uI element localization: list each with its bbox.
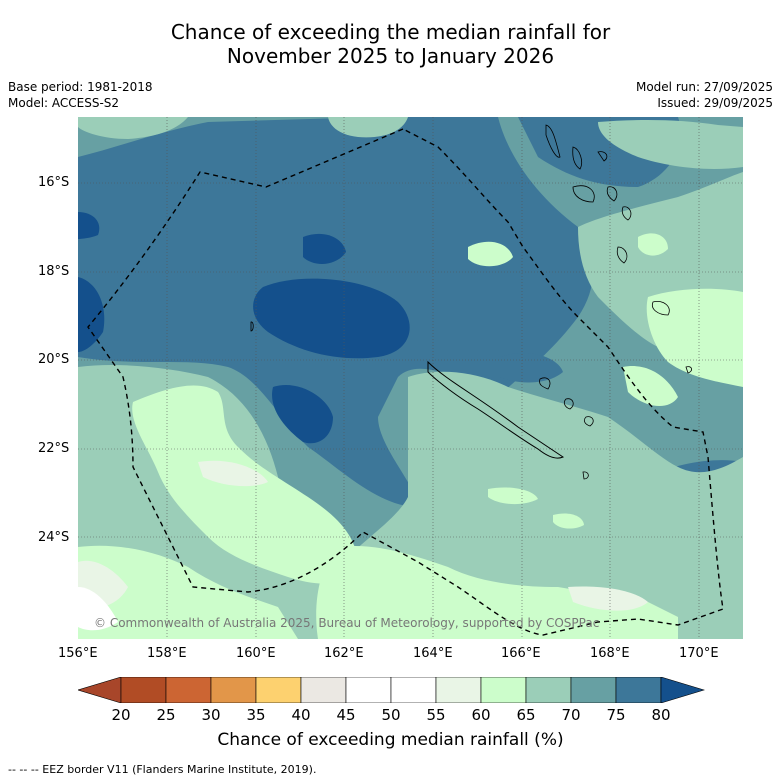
colorbar-cell-55-60 — [435, 677, 482, 703]
map-title-line1: Chance of exceeding the median rainfall … — [170, 20, 611, 44]
colorbar-cells — [120, 677, 662, 703]
colorbar-tick-20: 20 — [111, 706, 131, 724]
region-gt80-south — [272, 385, 333, 444]
colorbar-tick-30: 30 — [201, 706, 221, 724]
colorbar-label: Chance of exceeding median rainfall (%) — [217, 730, 564, 750]
small-island-b — [582, 471, 589, 480]
footnote: -- -- -- EEZ border V11 (Flanders Marine… — [8, 763, 317, 776]
region-60-65-s — [316, 546, 678, 639]
small-island-a — [685, 366, 692, 374]
small-island-c — [250, 321, 254, 332]
colorbar-cell-40-45 — [300, 677, 347, 703]
x-tick-160e: 160°E — [236, 646, 276, 661]
graticule — [78, 117, 743, 639]
colorbar-cell-35-40 — [255, 677, 302, 703]
colorbar-lt20 — [78, 677, 122, 703]
region-60-65-mid3 — [488, 487, 538, 505]
region-65-70-top — [78, 117, 188, 139]
colorbar-tick-50: 50 — [381, 706, 401, 724]
region-60-65-sw2 — [78, 545, 298, 639]
colorbar-cell-25-30 — [165, 677, 212, 703]
colorbar-cell-20-25 — [120, 677, 167, 703]
model-name: Model: ACCESS-S2 — [8, 96, 120, 110]
region-60-65-e2 — [623, 366, 678, 407]
colorbar-tick-40: 40 — [291, 706, 311, 724]
map-canvas: © Commonwealth of Australia 2025, Bureau… — [78, 117, 743, 639]
x-tick-162e: 162°E — [324, 646, 364, 661]
colorbar-cell-60-65 — [480, 677, 527, 703]
y-tick-24s: 24°S — [38, 530, 70, 545]
region-75-80-e — [500, 352, 563, 383]
colorbar-cell-45-50 — [345, 677, 392, 703]
colorbar-tick-70: 70 — [561, 706, 581, 724]
y-tick-16s: 16°S — [38, 175, 70, 190]
loyalty-islands — [539, 377, 594, 427]
y-tick-18s: 18°S — [38, 264, 70, 279]
rainfall-map: © Commonwealth of Australia 2025, Bureau… — [78, 117, 743, 639]
colorbar-tick-65: 65 — [516, 706, 536, 724]
y-tick-22s: 22°S — [38, 441, 70, 456]
colorbar-cell-75-80 — [615, 677, 662, 703]
region-gt80-north — [303, 233, 346, 264]
colorbar-cell-50-55 — [390, 677, 437, 703]
colorbar-tick-45: 45 — [336, 706, 356, 724]
new-caledonia-island — [427, 360, 565, 459]
region-60-65-e — [646, 288, 743, 387]
region-gt80-center — [253, 278, 410, 359]
region-65-70-tr — [598, 120, 743, 169]
colorbar-tick-35: 35 — [246, 706, 266, 724]
region-65-70-top2 — [328, 117, 408, 138]
x-tick-156e: 156°E — [58, 646, 98, 661]
map-title-line2: November 2025 to January 2026 — [226, 44, 555, 68]
colorbar-tick-60: 60 — [471, 706, 491, 724]
x-tick-164e: 164°E — [413, 646, 453, 661]
region-45-55-sw — [78, 587, 118, 631]
colorbar-gt80 — [660, 677, 705, 703]
x-tick-170e: 170°E — [679, 646, 719, 661]
copyright-text: © Commonwealth of Australia 2025, Bureau… — [94, 616, 599, 630]
colorbar-tick-25: 25 — [156, 706, 176, 724]
region-gt80-nw — [78, 212, 100, 239]
colorbar-cell-30-35 — [210, 677, 257, 703]
colorbar-cell-65-70 — [525, 677, 572, 703]
region-60-65-mid4 — [553, 513, 584, 529]
x-tick-166e: 166°E — [501, 646, 541, 661]
eez-border — [87, 128, 724, 636]
x-tick-158e: 158°E — [147, 646, 187, 661]
base-period: Base period: 1981-2018 — [8, 80, 153, 94]
colorbar — [78, 677, 705, 703]
issued-date: Issued: 29/09/2025 — [657, 96, 773, 110]
colorbar-tick-75: 75 — [606, 706, 626, 724]
model-run: Model run: 27/09/2025 — [635, 80, 773, 94]
region-55-60-a — [198, 460, 268, 487]
region-60-65-mid2 — [638, 233, 668, 256]
vanuatu-islands — [545, 124, 670, 316]
region-55-60-b — [568, 586, 648, 611]
region-gt80-west — [78, 277, 105, 352]
y-tick-20s: 20°S — [38, 352, 70, 367]
region-60-65-mid — [468, 241, 513, 267]
colorbar-tick-80: 80 — [651, 706, 671, 724]
colorbar-cell-70-75 — [570, 677, 617, 703]
x-tick-168e: 168°E — [590, 646, 630, 661]
colorbar-tick-55: 55 — [426, 706, 446, 724]
